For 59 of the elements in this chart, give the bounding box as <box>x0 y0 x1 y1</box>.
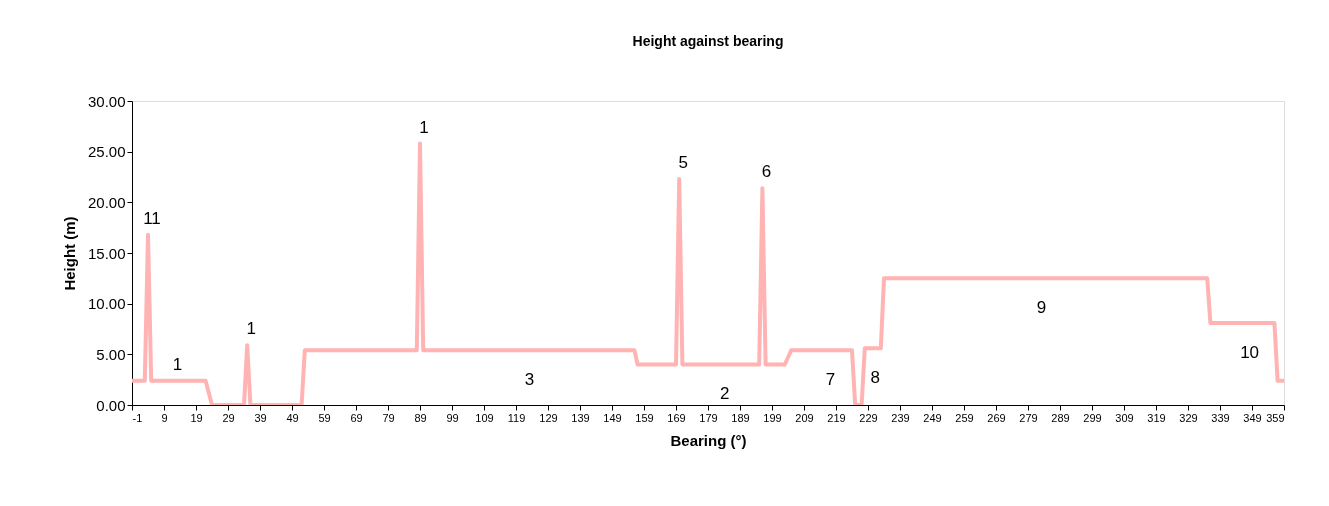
x-tick-label: 289 <box>1051 411 1070 424</box>
x-tick-label: 169 <box>667 411 686 424</box>
y-axis-title: Height (m) <box>60 216 78 291</box>
annotation: 8 <box>870 368 880 388</box>
x-tick-label: 119 <box>507 411 526 424</box>
x-tick-label: 49 <box>286 411 299 424</box>
x-tick-label: 129 <box>539 411 558 424</box>
annotation: 11 <box>143 208 161 228</box>
annotation: 1 <box>419 117 429 137</box>
annotation: 6 <box>761 162 772 182</box>
annotation: 1 <box>246 319 256 339</box>
x-tick-label: 149 <box>603 411 622 424</box>
x-tick-label: 269 <box>987 411 1006 424</box>
y-tick-label: 10.00 <box>87 295 126 313</box>
x-tick-label: 209 <box>795 411 814 424</box>
y-tick-label: 25.00 <box>87 143 126 161</box>
annotation: 7 <box>825 370 836 390</box>
annotation: 9 <box>1036 298 1047 318</box>
x-tick-label: 39 <box>254 411 267 424</box>
x-tick-label: 249 <box>923 411 942 424</box>
x-tick-label: 279 <box>1019 411 1038 424</box>
x-tick-label: 139 <box>571 411 590 424</box>
x-tick-label: 299 <box>1083 411 1102 424</box>
x-tick-label: 29 <box>222 411 235 424</box>
x-tick-label: 69 <box>350 411 363 424</box>
x-tick-label: 159 <box>635 411 654 424</box>
y-tick-label: 15.00 <box>87 244 126 262</box>
y-tick-label: 5.00 <box>96 345 126 363</box>
y-tick-label: 30.00 <box>87 92 126 110</box>
x-tick-label: 99 <box>446 411 459 424</box>
x-tick-label: 199 <box>763 411 782 424</box>
x-tick-label: 319 <box>1147 411 1166 424</box>
x-tick-label: 59 <box>318 411 331 424</box>
annotation: 10 <box>1240 342 1260 362</box>
x-tick-label: 349 <box>1243 411 1262 424</box>
x-tick-label: 89 <box>414 411 427 424</box>
annotation: 5 <box>678 153 688 173</box>
x-tick-label: 229 <box>859 411 878 424</box>
x-axis-title: Bearing (°) <box>670 431 747 449</box>
annotation: 3 <box>524 370 535 390</box>
x-tick-label: 79 <box>382 411 395 424</box>
chart-title: Height against bearing <box>632 33 784 49</box>
x-tick-label: 9 <box>161 411 168 424</box>
x-tick-label: 239 <box>891 411 910 424</box>
x-tick-label: 19 <box>190 411 203 424</box>
x-tick-label: 219 <box>827 411 846 424</box>
x-tick-label: 109 <box>475 411 494 424</box>
x-tick-label: -1 <box>132 411 143 424</box>
x-tick-label: 359 <box>1266 411 1285 424</box>
x-tick-label: 179 <box>699 411 718 424</box>
y-tick-label: 20.00 <box>87 193 126 211</box>
x-tick-label: 309 <box>1115 411 1134 424</box>
x-tick-label: 259 <box>955 411 974 424</box>
y-tick-label: 0.00 <box>96 396 126 414</box>
annotation: 2 <box>720 384 730 404</box>
x-tick-label: 189 <box>731 411 750 424</box>
annotation: 1 <box>172 354 183 374</box>
x-tick-label: 329 <box>1179 411 1198 424</box>
x-tick-label: 339 <box>1211 411 1230 424</box>
